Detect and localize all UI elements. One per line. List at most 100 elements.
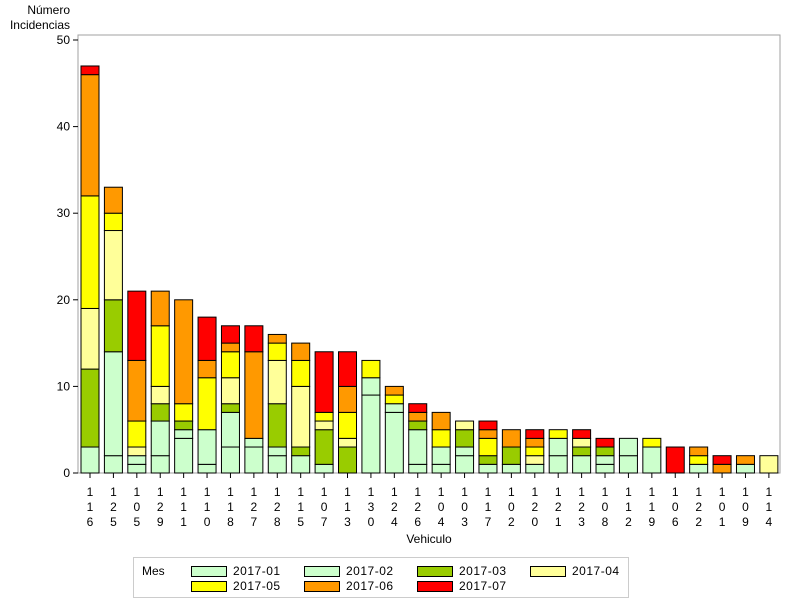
bar-segment-111-2017-02 (174, 429, 194, 439)
x-tick-label-115: 5 (297, 515, 304, 529)
x-tick-label-129: 2 (157, 500, 164, 514)
x-tick-label-122: 1 (695, 485, 702, 499)
x-tick-label-124: 1 (391, 485, 398, 499)
x-tick-label-125: 5 (110, 515, 117, 529)
x-tick-label-104: 1 (438, 485, 445, 499)
x-tick-label-125: 1 (110, 485, 117, 499)
x-tick-label-120: 2 (531, 500, 538, 514)
bar-segment-125-2017-03 (103, 299, 123, 353)
legend-swatch (191, 566, 227, 577)
bar-segment-122-2017-05 (689, 455, 709, 465)
bar-segment-111-2017-05 (174, 403, 194, 422)
bar-segment-107-2017-01 (314, 463, 334, 474)
bar-segment-102-2017-03 (501, 446, 521, 465)
bar-segment-126-2017-03 (408, 420, 428, 431)
bar-segment-121-2017-01 (548, 455, 568, 474)
bar-segment-121-2017-02 (548, 437, 568, 457)
x-tick-label-110: 0 (204, 515, 211, 529)
bar-segment-123-2017-01 (572, 455, 592, 474)
x-tick-label-127: 1 (251, 485, 258, 499)
x-tick-label-101: 0 (719, 500, 726, 514)
bar-segment-128-2017-05 (267, 342, 287, 361)
bar-segment-102-2017-01 (501, 463, 521, 474)
x-tick-label-119: 1 (648, 485, 655, 499)
bar-segment-109-2017-06 (735, 455, 755, 465)
x-tick-label-113: 3 (344, 515, 351, 529)
bar-segment-105-2017-05 (127, 420, 147, 448)
bar-segment-118-2017-01 (220, 446, 240, 474)
x-tick-label-112: 2 (625, 515, 632, 529)
bar-segment-125-2017-05 (103, 212, 123, 232)
legend: Mes 2017-01 2017-02 2017-03 2017-04 2017-05 2… (133, 557, 629, 598)
bar-segment-128-2017-04 (267, 359, 287, 405)
x-tick-label-112: 1 (625, 500, 632, 514)
bar-segment-115-2017-04 (291, 385, 311, 448)
x-tick-label-122: 2 (695, 500, 702, 514)
bar-segment-128-2017-03 (267, 403, 287, 448)
bar-segment-129-2017-05 (150, 325, 170, 387)
x-tick-label-108: 0 (602, 500, 609, 514)
bar-segment-105-2017-02 (127, 455, 147, 465)
bar-segment-111-2017-01 (174, 437, 194, 474)
x-tick-label-127: 7 (251, 515, 258, 529)
bar-segment-118-2017-07 (220, 325, 240, 344)
x-tick-label-128: 2 (274, 500, 281, 514)
x-tick-label-103: 0 (461, 500, 468, 514)
x-tick-label-110: 1 (204, 500, 211, 514)
bar-segment-128-2017-06 (267, 333, 287, 344)
x-tick-label-127: 2 (251, 500, 258, 514)
bar-segment-113-2017-05 (338, 411, 358, 439)
bar-segment-127-2017-06 (244, 351, 264, 439)
x-tick-label-125: 2 (110, 500, 117, 514)
bar-segment-120-2017-06 (525, 437, 545, 448)
bar-segment-115-2017-06 (291, 342, 311, 361)
bar-segment-121-2017-05 (548, 429, 568, 439)
x-tick-label-105: 1 (133, 485, 140, 499)
x-tick-label-118: 1 (227, 500, 234, 514)
legend-label: 2017-02 (346, 564, 394, 578)
x-tick-label-123: 3 (578, 515, 585, 529)
x-tick-label-103: 3 (461, 515, 468, 529)
bar-segment-104-2017-01 (431, 463, 451, 474)
x-tick-label-107: 0 (321, 500, 328, 514)
x-tick-label-104: 0 (438, 500, 445, 514)
bar-segment-118-2017-04 (220, 377, 240, 405)
legend-label: 2017-07 (459, 579, 507, 593)
legend-swatch (417, 581, 453, 592)
legend-label: 2017-03 (459, 564, 507, 578)
x-tick-label-102: 1 (508, 485, 515, 499)
bar-segment-124-2017-06 (384, 385, 404, 396)
bar-segment-126-2017-02 (408, 429, 428, 465)
bar-segment-108-2017-07 (595, 437, 615, 448)
bar-segment-104-2017-05 (431, 429, 451, 448)
x-tick-label-105: 5 (133, 515, 140, 529)
bar-segment-111-2017-06 (174, 299, 194, 405)
bar-segment-101-2017-06 (712, 463, 732, 474)
bar-segment-108-2017-02 (595, 455, 615, 465)
bar-segment-102-2017-06 (501, 429, 521, 448)
bar-segment-128-2017-01 (267, 455, 287, 474)
x-tick-label-126: 1 (414, 485, 421, 499)
bar-segment-109-2017-01 (735, 463, 755, 474)
bar-segment-101-2017-07 (712, 455, 732, 465)
x-tick-label-115: 1 (297, 485, 304, 499)
y-tick-label: 20 (57, 293, 71, 307)
bar-segment-114-2017-04 (759, 455, 779, 474)
stacked-bar-chart: 0102030405011612510512911111011812712811… (57, 33, 781, 546)
bar-segment-113-2017-03 (338, 446, 358, 474)
x-tick-label-124: 2 (391, 500, 398, 514)
bar-segment-120-2017-07 (525, 429, 545, 439)
x-tick-label-111: 1 (180, 515, 187, 529)
legend-title: Mes (142, 564, 165, 578)
bar-segment-108-2017-03 (595, 446, 615, 457)
x-tick-label-123: 2 (578, 500, 585, 514)
bar-segment-105-2017-01 (127, 463, 147, 474)
y-axis-title-line2: Incidencias (9, 18, 70, 32)
bar-segment-125-2017-01 (103, 455, 123, 474)
bar-segment-119-2017-01 (642, 446, 662, 474)
bar-segment-129-2017-06 (150, 290, 170, 327)
x-tick-label-108: 1 (602, 485, 609, 499)
y-axis-title: Número Incidencias (0, 3, 70, 33)
x-tick-label-108: 8 (602, 515, 609, 529)
x-tick-label-109: 9 (742, 515, 749, 529)
